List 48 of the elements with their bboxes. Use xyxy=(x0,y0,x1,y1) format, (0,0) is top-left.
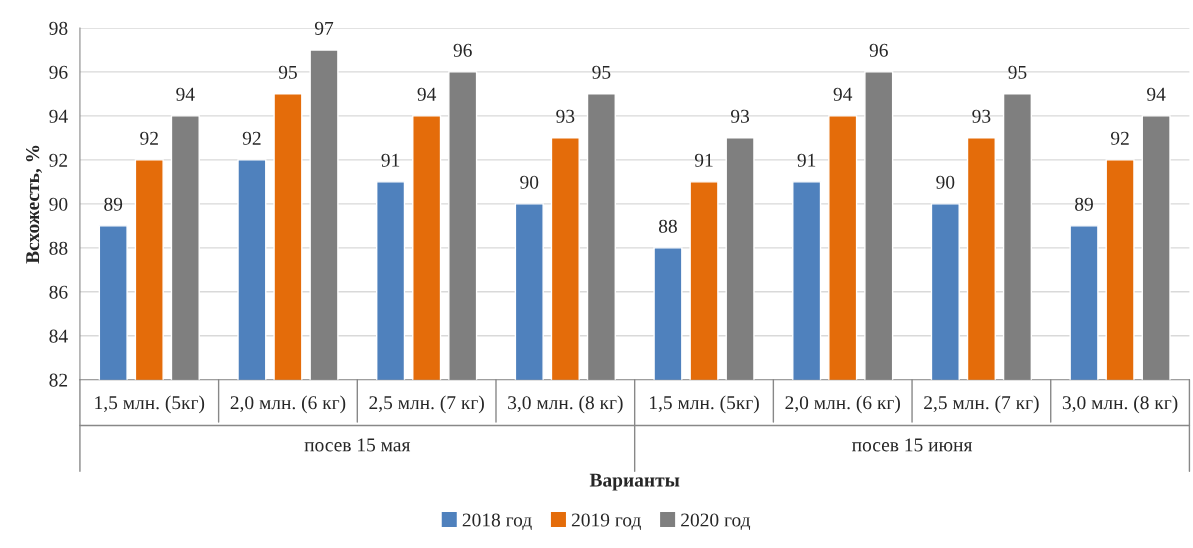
x-tick-label: 2,0 млн. (6 кг) xyxy=(785,395,900,414)
y-tick-label: 92 xyxy=(49,153,68,167)
legend-label: 2018 год xyxy=(462,513,532,531)
data-label: 93 xyxy=(730,109,750,123)
legend-label: 2019 год xyxy=(571,513,641,531)
data-label: 95 xyxy=(592,65,611,79)
legend-label: 2020 год xyxy=(681,513,751,531)
x-tick-label: 2,5 млн. (7 кг) xyxy=(369,395,484,414)
data-label: 94 xyxy=(176,87,195,101)
x-tick-label: 3,0 млн. (8 кг) xyxy=(508,395,623,414)
data-label: 93 xyxy=(972,109,991,123)
data-label: 91 xyxy=(694,153,713,167)
data-label: 92 xyxy=(242,131,261,145)
y-tick-label: 88 xyxy=(49,241,68,255)
data-label: 93 xyxy=(556,109,575,123)
data-label: 92 xyxy=(140,131,158,145)
data-label: 91 xyxy=(797,153,816,167)
y-tick-label: 96 xyxy=(49,65,68,79)
y-axis-title: Всхожесть, % xyxy=(26,145,42,264)
x-tick-label: 2,0 млн. (6 кг) xyxy=(230,395,346,414)
data-label: 94 xyxy=(833,87,853,101)
data-label: 91 xyxy=(381,153,400,167)
x-tick-label: 2,5 млн. (7 кг) xyxy=(924,395,1039,414)
data-label: 95 xyxy=(278,65,297,79)
y-tick-label: 94 xyxy=(49,109,68,123)
data-label: 95 xyxy=(1008,65,1027,79)
y-tick-label: 86 xyxy=(49,285,68,299)
y-tick-label: 84 xyxy=(49,329,68,343)
data-label: 92 xyxy=(1110,131,1129,145)
data-label: 90 xyxy=(520,175,539,189)
x-axis-title: Варианты xyxy=(589,473,680,491)
x-tick-label: 1,5 млн. (5кг) xyxy=(95,395,205,414)
data-label: 96 xyxy=(869,43,888,57)
x-tick-label: 1,5 млн. (5кг) xyxy=(650,395,759,414)
data-label: 94 xyxy=(1147,87,1166,101)
data-label: 94 xyxy=(417,87,437,101)
data-label: 89 xyxy=(1075,197,1093,211)
y-tick-label: 82 xyxy=(49,373,68,387)
text: посев 15 июня xyxy=(852,438,973,452)
data-label: 97 xyxy=(314,21,334,35)
x-tick-label: 3,0 млн. (8 кг) xyxy=(1062,395,1178,414)
data-label: 89 xyxy=(104,197,123,211)
data-label: 88 xyxy=(658,219,677,233)
data-label: 96 xyxy=(453,43,472,57)
y-tick-label: 98 xyxy=(49,21,68,35)
y-tick-label: 90 xyxy=(49,197,68,211)
data-label: 90 xyxy=(936,175,955,189)
text: посев 15 мая xyxy=(304,438,411,452)
